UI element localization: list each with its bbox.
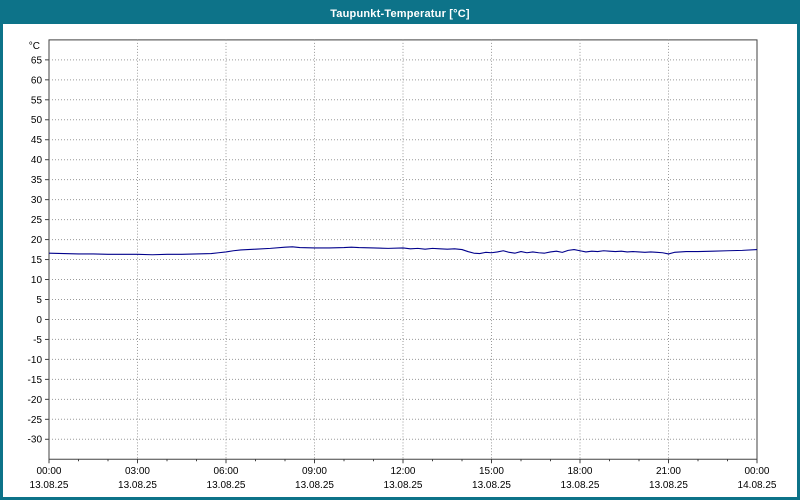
y-tick-label: -5	[33, 335, 42, 346]
series-line	[48, 246, 758, 256]
x-tick-date-label: 14.08.25	[738, 480, 777, 491]
y-tick-label: 55	[31, 95, 43, 106]
x-tick-date-label: 13.08.25	[295, 480, 334, 491]
x-tick-time-label: 15:00	[479, 466, 504, 477]
y-tick-label: 65	[31, 55, 43, 66]
y-tick-label: 60	[31, 75, 43, 86]
y-tick-label: 50	[31, 115, 43, 126]
y-tick-label: -30	[28, 435, 43, 446]
title-bar: Taupunkt-Temperatur [°C]	[3, 3, 797, 24]
x-tick-date-label: 13.08.25	[118, 480, 157, 491]
x-tick-time-label: 09:00	[302, 466, 327, 477]
chart-area: 65 60 55 50 45 40 35 30 25 20 15 10 5 0 -5 -10 -15 -20 -25…	[3, 24, 797, 497]
y-tick-label: 45	[31, 135, 43, 146]
x-tick-date-label: 13.08.25	[649, 480, 688, 491]
y-tick-label: 40	[31, 155, 43, 166]
x-tick-date-label: 13.08.25	[30, 480, 69, 491]
x-tick-time-label: 06:00	[213, 466, 238, 477]
x-tick-date-label: 13.08.25	[472, 480, 511, 491]
y-tick-label: 10	[31, 275, 43, 286]
window-title: Taupunkt-Temperatur [°C]	[330, 7, 470, 20]
y-tick-label: 15	[31, 255, 43, 266]
x-tick-date-label: 13.08.25	[561, 480, 600, 491]
y-axis-unit-label: °C	[29, 41, 40, 52]
x-tick-time-label: 00:00	[744, 466, 769, 477]
x-tick-time-label: 12:00	[390, 466, 415, 477]
y-tick-label: 5	[36, 295, 42, 306]
y-tick-label: 0	[36, 315, 42, 326]
x-tick-time-label: 00:00	[36, 466, 61, 477]
y-tick-label: -20	[28, 395, 43, 406]
x-tick-time-label: 21:00	[656, 466, 681, 477]
y-tick-label: 30	[31, 195, 43, 206]
dew-point-chart: 65605550454035302520151050-5-10-15-20-25…	[28, 39, 777, 491]
x-tick-date-label: 13.08.25	[384, 480, 423, 491]
y-tick-label: 20	[31, 235, 43, 246]
y-tick-label: 25	[31, 215, 43, 226]
y-tick-label: -25	[28, 415, 43, 426]
y-tick-label: -15	[28, 375, 43, 386]
x-tick-time-label: 18:00	[567, 466, 592, 477]
x-tick-date-label: 13.08.25	[207, 480, 246, 491]
y-tick-label: 35	[31, 175, 43, 186]
y-tick-label: -10	[28, 355, 43, 366]
x-tick-time-label: 03:00	[125, 466, 150, 477]
